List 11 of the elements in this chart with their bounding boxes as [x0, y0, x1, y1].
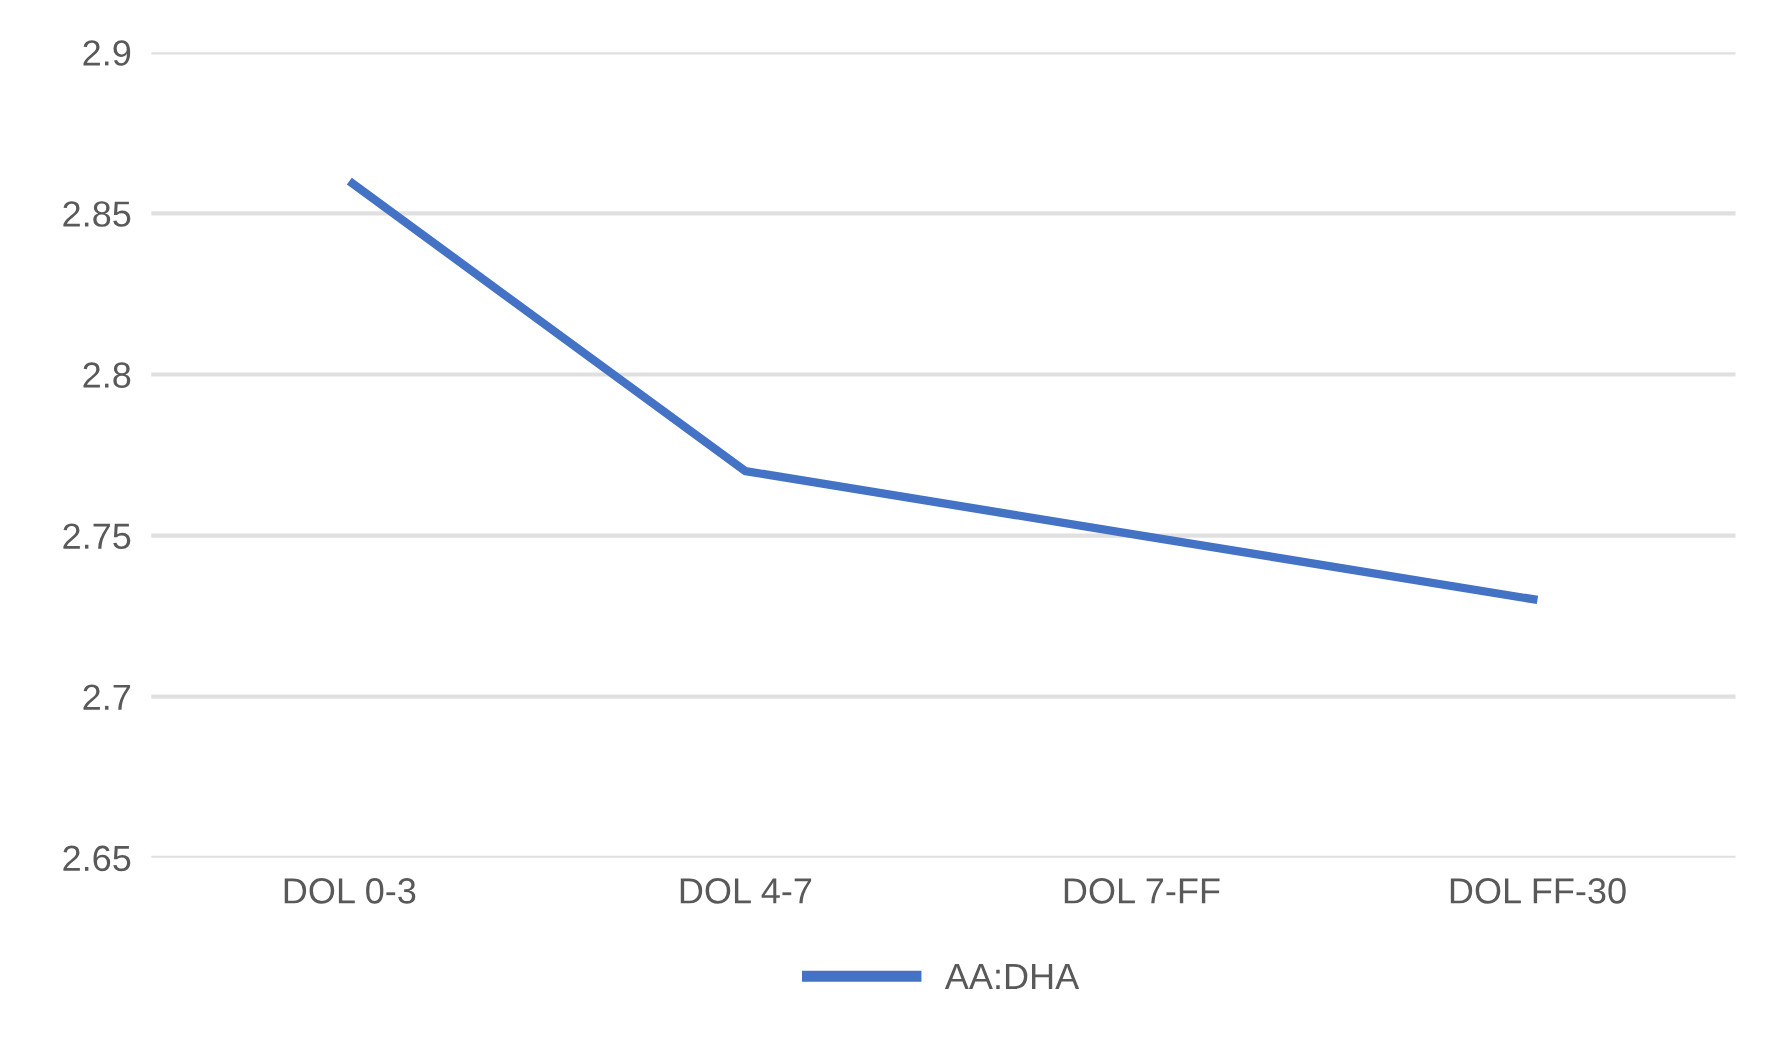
x-tick-label: DOL 4-7 — [680, 878, 812, 904]
y-tick-label: 2.9 — [83, 40, 131, 66]
y-tick-label: 2.75 — [63, 523, 131, 549]
y-tick-label: 2.65 — [63, 845, 131, 872]
y-tick-label: 2.7 — [83, 684, 131, 710]
x-tick-label: DOL FF-30 — [1450, 878, 1626, 904]
x-tick-label: DOL 0-3 — [284, 878, 416, 904]
x-tick-label: DOL 7-FF — [1064, 878, 1220, 904]
y-tick-label: 2.85 — [63, 201, 131, 227]
legend-label: AA:DHA — [944, 964, 1080, 989]
y-tick-label: 2.8 — [83, 362, 131, 388]
